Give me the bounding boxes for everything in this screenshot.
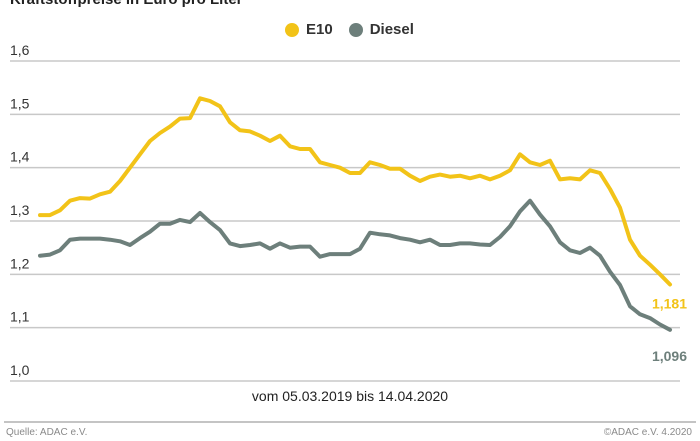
end-label-diesel: 1,096 — [652, 348, 687, 364]
legend-label-e10: E10 — [306, 21, 333, 38]
legend-swatch-diesel — [348, 22, 363, 37]
y-tick-label: 1,6 — [10, 42, 30, 58]
y-tick-label: 1,5 — [10, 95, 30, 111]
copyright-note: ©ADAC e.V. 4.2020 — [603, 427, 692, 438]
y-tick-label: 1,1 — [10, 309, 30, 325]
legend-item-e10: E10 — [285, 21, 333, 38]
y-tick-label: 1,2 — [10, 255, 30, 271]
end-label-e10: 1,181 — [652, 295, 687, 311]
x-axis-label: vom 05.03.2019 bis 14.04.2020 — [251, 388, 449, 404]
y-tick-label: 1,3 — [10, 202, 30, 218]
chart-title: Kraftstoffpreise in Euro pro Liter — [10, 0, 243, 8]
legend: E10 Diesel — [285, 21, 430, 38]
y-tick-label: 1,4 — [10, 149, 30, 165]
y-tick-label: 1,0 — [10, 362, 30, 378]
footer-divider — [4, 421, 696, 423]
legend-swatch-e10 — [285, 22, 299, 37]
series-line-diesel — [38, 198, 672, 332]
series-line-e10 — [38, 96, 672, 287]
legend-label-diesel: Diesel — [369, 21, 414, 38]
legend-item-diesel: Diesel — [348, 21, 414, 38]
source-note: Quelle: ADAC e.V. — [6, 427, 88, 438]
